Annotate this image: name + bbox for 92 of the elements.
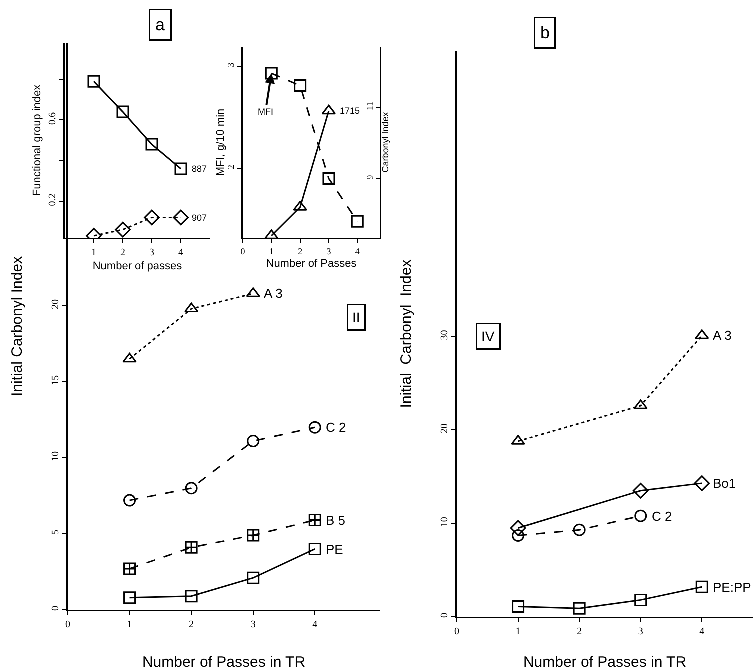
point <box>308 514 322 527</box>
series-label: C 2 <box>326 420 346 435</box>
x-axis-title: Number of Passes <box>266 258 358 270</box>
point <box>88 75 100 88</box>
point <box>573 602 586 615</box>
x-tick-label: 4 <box>700 626 705 638</box>
series-label: C 2 <box>652 509 672 524</box>
x-axis-title: Number of passes <box>92 260 183 272</box>
x-tick-label: 3 <box>150 248 154 258</box>
point <box>308 421 322 434</box>
point <box>146 138 158 151</box>
x-tick-label: 2 <box>298 246 303 256</box>
y-tick-label: 15 <box>50 375 62 386</box>
point <box>634 510 648 522</box>
chart-title: b <box>540 24 550 42</box>
point <box>124 592 136 604</box>
point <box>174 162 188 176</box>
point <box>185 541 198 554</box>
y2-tick-label: 9 <box>365 174 375 180</box>
point <box>247 435 260 448</box>
series-label: 887 <box>192 164 208 174</box>
y-axis-title: Functional group index <box>31 84 44 196</box>
y-axis-title: MFI, g/10 min <box>215 108 227 176</box>
x-axis-title: Number of Passes in TR <box>523 654 687 671</box>
x-tick-label: 0 <box>454 626 460 638</box>
point <box>512 600 525 613</box>
x-tick-label: 1 <box>92 248 96 258</box>
x-tick-label: 4 <box>312 620 318 630</box>
point <box>308 542 322 556</box>
y-tick-label: 0 <box>440 613 450 618</box>
point <box>185 482 198 495</box>
point <box>184 302 199 313</box>
series-label: B 5 <box>326 513 346 528</box>
y-tick-label: 0.2 <box>48 194 58 206</box>
x-tick-label: 3 <box>250 620 256 630</box>
x-tick-label: 2 <box>189 620 194 630</box>
y-tick-label: 20 <box>440 424 450 434</box>
point <box>510 520 526 536</box>
series-label: PE:PP <box>713 580 752 595</box>
point <box>632 483 649 499</box>
point <box>573 524 586 536</box>
y2-axis-title: Carbonyl Index <box>380 112 391 173</box>
y-tick-label: 5 <box>50 530 62 535</box>
y2-tick-label: 11 <box>365 102 375 111</box>
series-label: A 3 <box>713 328 732 343</box>
x-tick-label: 3 <box>638 626 644 638</box>
x-tick-label: 0 <box>240 246 246 256</box>
point <box>694 476 710 492</box>
x-tick-label: 2 <box>577 626 582 638</box>
point <box>185 590 198 603</box>
y-tick-label: 10 <box>50 451 62 462</box>
x-tick-label: 4 <box>355 246 360 256</box>
x-tick-label: 1 <box>516 626 521 638</box>
x-tick-label: 1 <box>127 620 132 630</box>
y-axis-title: Initial Carbonyl Index <box>398 259 415 408</box>
point <box>247 529 260 542</box>
point <box>173 210 189 226</box>
series-label: Bo1 <box>713 476 736 491</box>
x-tick-label: 0 <box>66 620 70 630</box>
y-tick-label: 20 <box>50 299 62 310</box>
series-label: PE <box>326 542 344 557</box>
point <box>116 106 130 118</box>
y-axis-title: Initial Carbonyl Index <box>9 256 26 397</box>
point <box>634 594 648 606</box>
point <box>351 215 364 228</box>
x-axis-title: Number of Passes in TR <box>142 654 306 671</box>
point <box>322 172 336 186</box>
point <box>144 210 160 226</box>
point <box>294 80 307 92</box>
point <box>265 67 278 80</box>
y-tick-label: 10 <box>440 517 450 528</box>
x-tick-label: 2 <box>120 248 126 258</box>
series-label: 907 <box>192 213 208 223</box>
annotation: IV <box>482 328 496 344</box>
annotation: MFI <box>258 107 274 117</box>
y-tick-label: 0.6 <box>48 112 58 125</box>
chart-title: a <box>156 16 166 34</box>
point <box>696 580 708 594</box>
x-tick-label: 3 <box>326 246 332 256</box>
series-label: 1715 <box>340 106 360 116</box>
point <box>322 104 336 115</box>
y-tick-label: 0 <box>50 606 62 611</box>
y-tick-label: 30 <box>440 330 450 340</box>
point <box>122 352 137 363</box>
point <box>124 562 136 576</box>
series-label: A 3 <box>264 286 283 301</box>
point <box>115 222 131 238</box>
x-tick-label: 1 <box>269 246 274 256</box>
point <box>247 572 260 584</box>
x-tick-label: 4 <box>178 248 184 258</box>
annotation: II <box>352 310 360 326</box>
point <box>124 494 136 507</box>
